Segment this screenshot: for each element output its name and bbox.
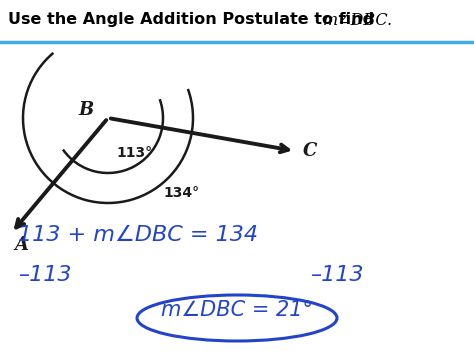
Text: B: B	[78, 101, 94, 119]
Text: 134°: 134°	[163, 186, 199, 200]
Text: –113: –113	[310, 265, 364, 285]
Text: C: C	[303, 142, 318, 160]
Text: Use the Angle Addition Postulate to find: Use the Angle Addition Postulate to find	[8, 12, 380, 27]
Text: 113°: 113°	[116, 146, 152, 160]
Text: m∠DBC.: m∠DBC.	[323, 12, 393, 29]
Text: –113: –113	[18, 265, 72, 285]
Text: m∠DBC = 21°: m∠DBC = 21°	[161, 300, 313, 320]
Text: A: A	[15, 236, 28, 254]
Text: 113 + m∠DBC = 134: 113 + m∠DBC = 134	[18, 225, 258, 245]
